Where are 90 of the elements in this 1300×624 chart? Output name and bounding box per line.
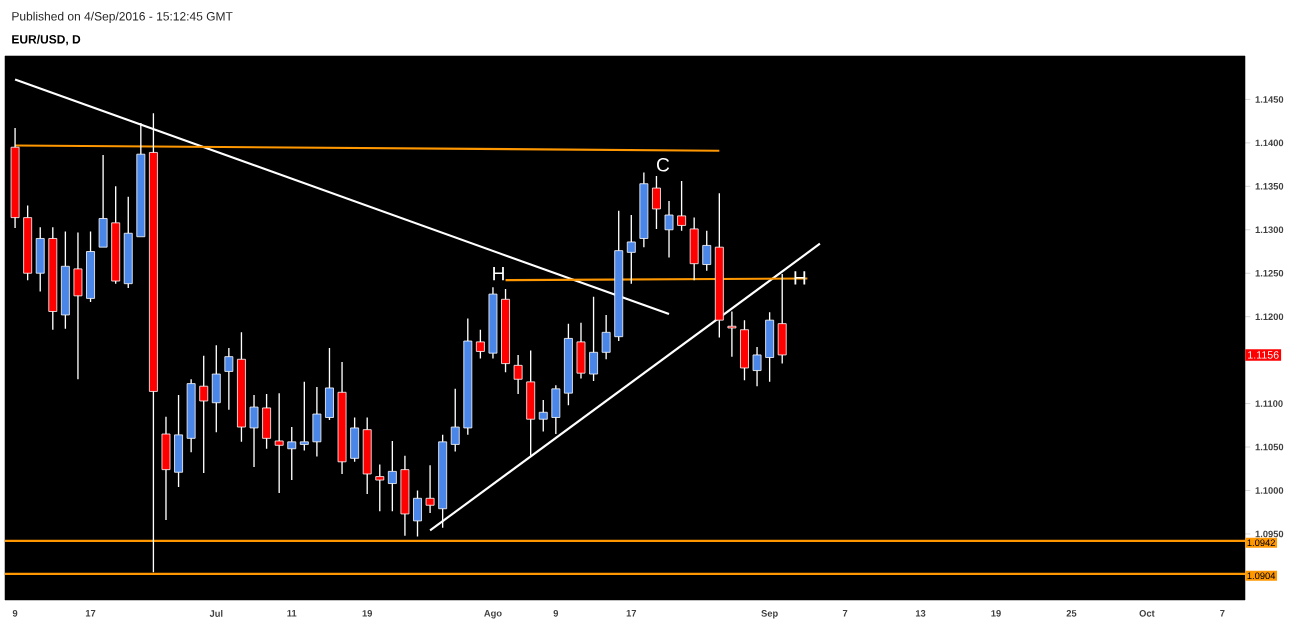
candlestick [111, 185, 121, 285]
candlestick [387, 440, 397, 513]
candlestick [48, 226, 58, 331]
y-tick-label: 1.1050 [1255, 443, 1284, 451]
y-tick-label: 1.1450 [1255, 96, 1284, 103]
annotation: 1.1156 [1248, 351, 1279, 359]
candlestick [35, 226, 45, 293]
candlestick [475, 329, 485, 360]
candlestick [299, 381, 309, 452]
x-tick-label: Jul [209, 610, 223, 617]
x-tick-label: 7 [842, 610, 848, 617]
candlestick [60, 230, 70, 330]
x-tick-label: 13 [915, 610, 926, 617]
candlestick [563, 322, 573, 406]
x-tick-label: Sep [761, 610, 778, 619]
y-tick-label: 1.1000 [1255, 487, 1284, 494]
candlestick [601, 314, 611, 360]
x-tick-label: 19 [991, 610, 1001, 617]
candlestick [438, 434, 448, 529]
candlestick [86, 230, 95, 303]
candlestick [237, 331, 246, 443]
candlestick [224, 347, 234, 411]
candlestick [287, 426, 297, 481]
candlestick [538, 399, 548, 433]
x-tick-label: Ago [484, 610, 502, 619]
x-tick-label: 11 [287, 610, 297, 617]
candlestick [186, 378, 196, 453]
candlestick [576, 322, 586, 380]
x-tick-label: 7 [1220, 610, 1225, 617]
candlestick [765, 311, 775, 383]
candlestick [626, 214, 636, 285]
candlestick [425, 464, 435, 514]
annotation: H [493, 266, 504, 281]
candlestick [73, 231, 83, 380]
candlestick [450, 388, 460, 453]
y-tick-label: 1.1350 [1255, 183, 1284, 190]
candlestick [639, 171, 649, 248]
candlestick [362, 416, 372, 495]
candlestick [10, 127, 20, 229]
candlestick [98, 154, 108, 248]
y-tick-label: 1.1250 [1255, 269, 1284, 277]
text: Published on 4/Sep/2016 - 15:12:45 GMT [12, 11, 233, 23]
x-tick-label: Oct [1139, 610, 1155, 617]
chart-title: EUR/USD, D [12, 34, 81, 46]
candlestick [312, 386, 322, 458]
candlestick [551, 384, 561, 435]
candlestick [413, 489, 422, 538]
candlestick [136, 122, 146, 238]
candlestick [199, 355, 209, 474]
candlestick [375, 463, 385, 513]
candlestick [526, 349, 536, 457]
candlestick [325, 347, 334, 421]
candlestick [689, 216, 699, 281]
candlestick [727, 310, 737, 358]
candlestick [664, 200, 674, 259]
candlestick [513, 354, 523, 395]
y-tick-label: 1.1200 [1255, 313, 1284, 320]
candlestick [501, 288, 510, 373]
candlestick [488, 286, 498, 360]
y-tick-label: 1.0950 [1255, 530, 1284, 538]
candlestick [652, 175, 661, 230]
candlestick [777, 273, 787, 365]
candlestick [123, 196, 133, 289]
y-tick-label: 1.1300 [1255, 226, 1284, 234]
y-tick-label: 1.1100 [1255, 400, 1283, 407]
y-tick-label: 1.1400 [1255, 139, 1284, 147]
candlestick [400, 455, 410, 537]
candlestick [337, 361, 347, 475]
candlestick [262, 393, 272, 450]
candlestick [677, 180, 687, 232]
annotation: C [656, 157, 670, 172]
candlestick [249, 394, 259, 468]
candlestick [752, 346, 762, 387]
x-tick-label: 9 [553, 610, 559, 617]
candlestick [589, 296, 598, 382]
candlestick [702, 229, 712, 272]
candlestick [274, 392, 284, 494]
candlestick [740, 319, 749, 381]
x-tick-label: 17 [85, 610, 96, 617]
candlestick [23, 204, 33, 281]
x-tick-label: 9 [12, 610, 18, 617]
candlestick [174, 394, 183, 488]
candlestick [463, 317, 473, 436]
candlestick [161, 415, 171, 521]
x-tick-label: 17 [626, 610, 637, 617]
x-tick-label: 19 [362, 610, 373, 617]
x-tick-label: 25 [1066, 610, 1077, 617]
ref-line-label: 1.0904 [1247, 572, 1276, 580]
ref-line-label: 1.0942 [1247, 539, 1275, 547]
candlestick [211, 344, 221, 433]
